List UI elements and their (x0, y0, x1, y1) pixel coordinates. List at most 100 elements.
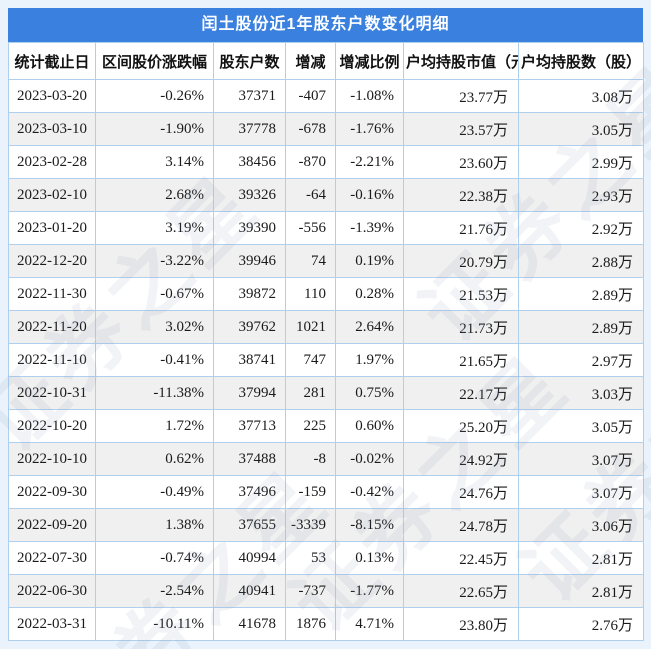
shareholder-count-table: 统计截止日区间股价涨跌幅股东户数增减增减比例户均持股市值（元）户均持股数（股） … (8, 42, 644, 641)
cell-change-pct: -1.08% (335, 79, 404, 113)
table-row: 2022-09-20 1.38% 37655 -3339 -8.15% 24.78万 3.0… (8, 508, 644, 542)
cell-change: 1876 (285, 607, 336, 641)
cell-range-change-pct: -0.67% (95, 277, 214, 311)
cell-avg-shares: 2.89万 (518, 277, 644, 311)
cell-change: 74 (285, 244, 336, 278)
cell-avg-shares: 2.89万 (518, 310, 644, 344)
cell-avg-market-value: 21.53万 (403, 277, 519, 311)
cell-holder-count: 37371 (213, 79, 286, 113)
cell-date: 2022-11-20 (8, 310, 96, 344)
table-row: 2023-03-10 -1.90% 37778 -678 -1.76% 23.57万 3.0… (8, 112, 644, 146)
cell-avg-market-value: 20.79万 (403, 244, 519, 278)
column-header-holder-count: 股东户数 (213, 42, 286, 80)
cell-change: -3339 (285, 508, 336, 542)
cell-change: 225 (285, 409, 336, 443)
cell-holder-count: 37488 (213, 442, 286, 476)
cell-avg-market-value: 22.65万 (403, 574, 519, 608)
cell-change-pct: 0.28% (335, 277, 404, 311)
cell-avg-shares: 3.08万 (518, 79, 644, 113)
cell-date: 2023-02-28 (8, 145, 96, 179)
cell-avg-shares: 3.07万 (518, 442, 644, 476)
cell-change: 110 (285, 277, 336, 311)
cell-date: 2022-09-30 (8, 475, 96, 509)
cell-date: 2022-09-20 (8, 508, 96, 542)
cell-change-pct: 0.75% (335, 376, 404, 410)
cell-holder-count: 40941 (213, 574, 286, 608)
cell-change: -64 (285, 178, 336, 212)
cell-date: 2023-01-20 (8, 211, 96, 245)
cell-change: -8 (285, 442, 336, 476)
cell-range-change-pct: 0.62% (95, 442, 214, 476)
cell-avg-market-value: 22.17万 (403, 376, 519, 410)
cell-range-change-pct: -0.74% (95, 541, 214, 575)
cell-date: 2022-12-20 (8, 244, 96, 278)
table-row: 2022-06-30 -2.54% 40941 -737 -1.77% 22.65万 2.8… (8, 574, 644, 608)
cell-change: 747 (285, 343, 336, 377)
table-title: 闰土股份近1年股东户数变化明细 (8, 8, 643, 42)
cell-avg-market-value: 23.60万 (403, 145, 519, 179)
cell-holder-count: 38456 (213, 145, 286, 179)
cell-change: -556 (285, 211, 336, 245)
column-header-avg-market-value: 户均持股市值（元） (403, 42, 519, 80)
cell-change-pct: 0.60% (335, 409, 404, 443)
cell-avg-shares: 2.99万 (518, 145, 644, 179)
cell-avg-market-value: 22.38万 (403, 178, 519, 212)
cell-holder-count: 37713 (213, 409, 286, 443)
cell-change: 53 (285, 541, 336, 575)
cell-range-change-pct: -1.90% (95, 112, 214, 146)
cell-change-pct: -1.39% (335, 211, 404, 245)
column-header-change-pct: 增减比例 (335, 42, 404, 80)
cell-avg-shares: 3.05万 (518, 409, 644, 443)
cell-change: -159 (285, 475, 336, 509)
cell-avg-market-value: 25.20万 (403, 409, 519, 443)
cell-change: 1021 (285, 310, 336, 344)
table-row: 2022-03-31 -10.11% 41678 1876 4.71% 23.80万 2.7… (8, 607, 644, 641)
table-row: 2022-10-31 -11.38% 37994 281 0.75% 22.17万 3.03… (8, 376, 644, 410)
cell-range-change-pct: -10.11% (95, 607, 214, 641)
cell-avg-market-value: 21.73万 (403, 310, 519, 344)
cell-range-change-pct: -0.41% (95, 343, 214, 377)
table-row: 2023-01-20 3.19% 39390 -556 -1.39% 21.76万 2.92… (8, 211, 644, 245)
cell-change: -870 (285, 145, 336, 179)
cell-change: -737 (285, 574, 336, 608)
cell-holder-count: 39390 (213, 211, 286, 245)
table-row: 2023-02-10 2.68% 39326 -64 -0.16% 22.38万 2.93万 (8, 178, 644, 212)
cell-range-change-pct: -11.38% (95, 376, 214, 410)
column-header-change: 增减 (285, 42, 336, 80)
cell-avg-shares: 2.81万 (518, 574, 644, 608)
cell-holder-count: 37655 (213, 508, 286, 542)
cell-avg-shares: 3.06万 (518, 508, 644, 542)
cell-avg-shares: 3.03万 (518, 376, 644, 410)
cell-avg-market-value: 24.78万 (403, 508, 519, 542)
cell-date: 2022-07-30 (8, 541, 96, 575)
table-row: 2023-03-20 -0.26% 37371 -407 -1.08% 23.77万 3.0… (8, 79, 644, 113)
cell-avg-market-value: 21.76万 (403, 211, 519, 245)
cell-holder-count: 39872 (213, 277, 286, 311)
cell-holder-count: 40994 (213, 541, 286, 575)
cell-avg-market-value: 23.57万 (403, 112, 519, 146)
cell-change-pct: 1.97% (335, 343, 404, 377)
cell-date: 2023-03-20 (8, 79, 96, 113)
cell-holder-count: 39326 (213, 178, 286, 212)
cell-holder-count: 37994 (213, 376, 286, 410)
cell-avg-shares: 2.88万 (518, 244, 644, 278)
cell-avg-market-value: 23.77万 (403, 79, 519, 113)
cell-date: 2022-10-20 (8, 409, 96, 443)
cell-change-pct: -0.16% (335, 178, 404, 212)
cell-change-pct: -0.42% (335, 475, 404, 509)
cell-avg-shares: 2.92万 (518, 211, 644, 245)
cell-date: 2023-02-10 (8, 178, 96, 212)
cell-date: 2023-03-10 (8, 112, 96, 146)
table-row: 2022-11-30 -0.67% 39872 110 0.28% 21.53万 2.89万 (8, 277, 644, 311)
cell-avg-shares: 3.07万 (518, 475, 644, 509)
cell-change-pct: -0.02% (335, 442, 404, 476)
cell-change: 281 (285, 376, 336, 410)
cell-range-change-pct: 3.02% (95, 310, 214, 344)
cell-avg-shares: 2.81万 (518, 541, 644, 575)
cell-date: 2022-03-31 (8, 607, 96, 641)
cell-avg-market-value: 24.76万 (403, 475, 519, 509)
table-row: 2023-02-28 3.14% 38456 -870 -2.21% 23.60万 2.99… (8, 145, 644, 179)
table-row: 2022-11-10 -0.41% 38741 747 1.97% 21.65万 2.97万 (8, 343, 644, 377)
